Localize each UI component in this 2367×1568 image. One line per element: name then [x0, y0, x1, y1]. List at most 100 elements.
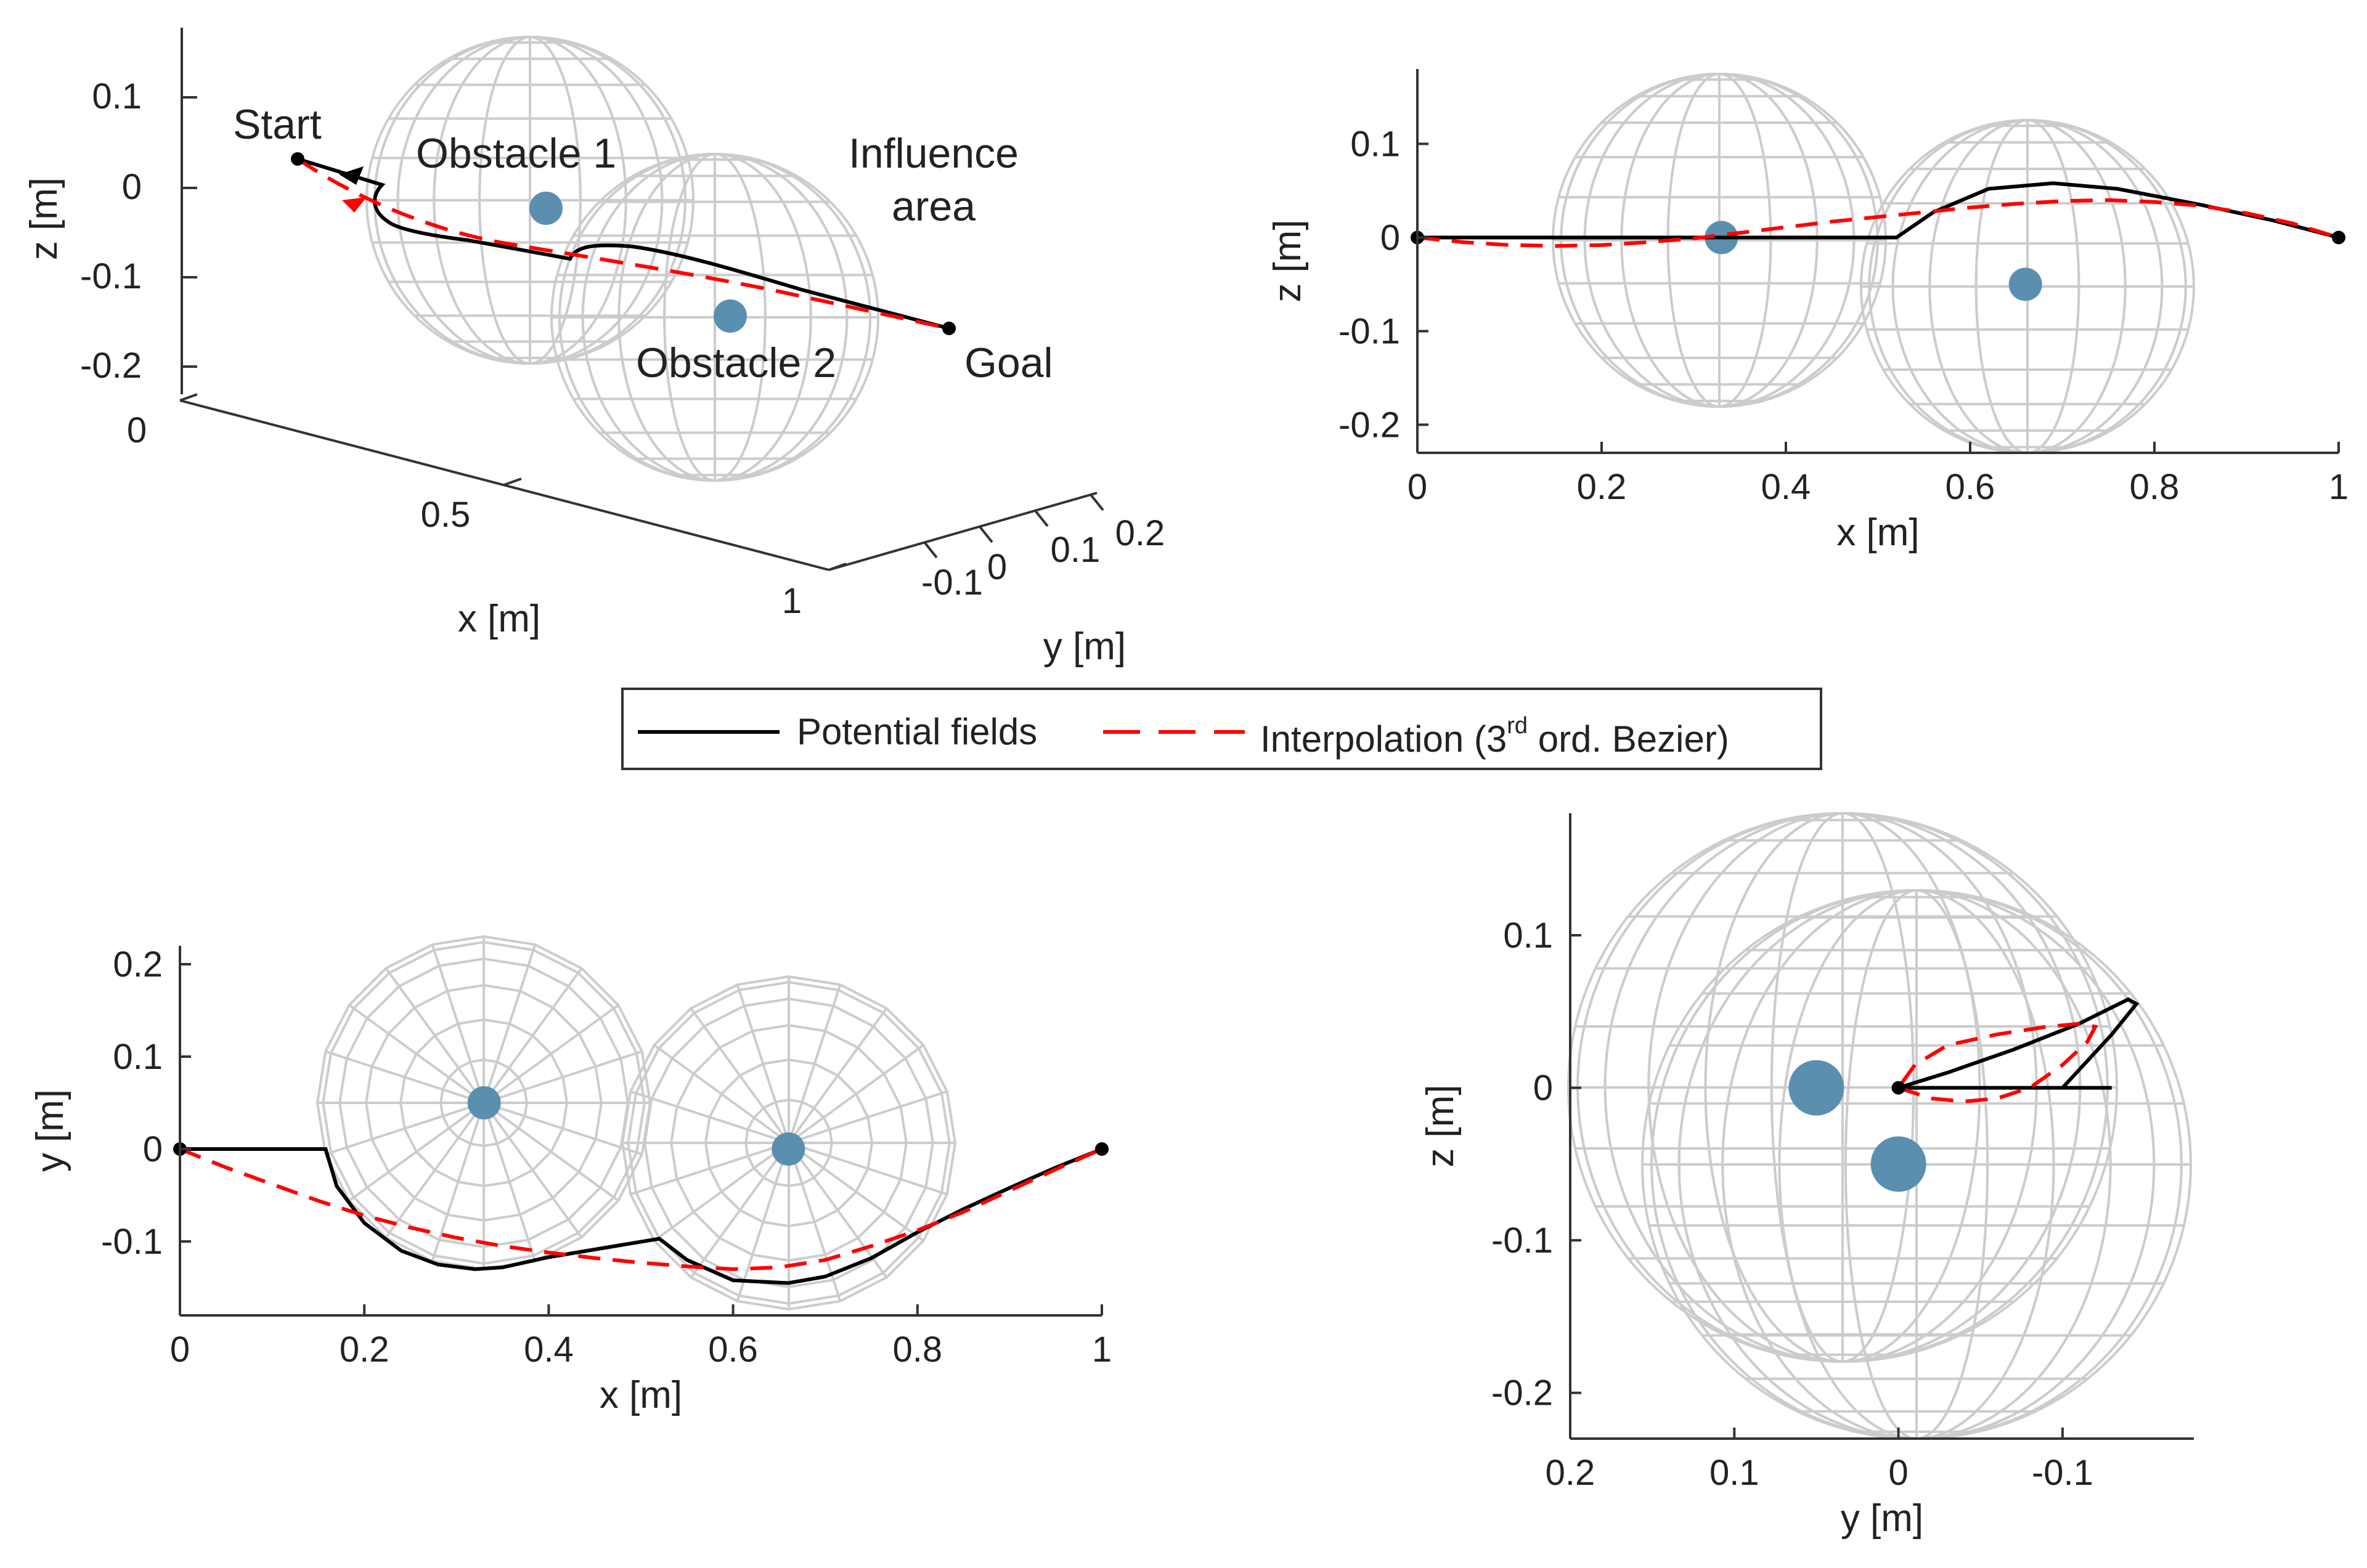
sphere-spoke: [736, 984, 790, 1144]
p1-x-tick-1: [179, 393, 198, 402]
p2-axes: 0 0.2 0.4 0.6 0.8 1 0.1 0 -0.1 -0.2 x [m] z [m]: [1266, 69, 2349, 554]
sphere-spoke: [788, 1142, 888, 1278]
p1-y-tick-1: [923, 541, 938, 559]
y-tick-label: 0: [1380, 218, 1400, 258]
p1-x-label: x [m]: [458, 598, 540, 640]
p1-y-tick-label-2: 0: [987, 547, 1007, 587]
p1-z-tick-label-2: 0: [122, 167, 142, 207]
p1-z-tick-label-4: -0.2: [80, 346, 142, 386]
sphere-spoke: [385, 1102, 485, 1238]
x-tick-label: 0.8: [2130, 467, 2180, 507]
p1-z-label: z [m]: [23, 177, 65, 260]
sphere-spoke: [483, 1050, 643, 1104]
p1-y-label: y [m]: [1043, 625, 1126, 668]
sphere-spoke: [653, 1142, 790, 1242]
p1-obstacle-1: [529, 192, 563, 225]
panel-xz: 0 0.2 0.4 0.6 0.8 1 0.1 0 -0.1 -0.2 x [m] z [m]: [1266, 69, 2349, 554]
panel-3d: 0.1 0 -0.1 -0.2 z [m] 0 0.5 1 x [m] -0.1…: [23, 28, 1165, 668]
sphere-spoke: [348, 1004, 485, 1104]
sphere-spoke: [348, 1102, 485, 1202]
sphere-spoke: [385, 967, 485, 1104]
p1-obstacle-2-label: Obstacle 2: [636, 339, 836, 386]
p4-obstacles: [1788, 1060, 1926, 1192]
y-tick-label: 0: [1533, 1068, 1553, 1108]
sphere-spoke: [788, 984, 842, 1144]
p1-x-tick-2: [503, 477, 522, 486]
p1-y-tick-2: [979, 526, 993, 543]
sphere-spoke: [483, 1102, 619, 1202]
sphere-spoke: [483, 1102, 583, 1238]
p3-spheres: [316, 935, 957, 1311]
obstacle-marker: [1870, 1136, 1926, 1192]
start-marker: [1891, 1081, 1905, 1095]
y-tick-label: -0.2: [1491, 1373, 1553, 1413]
sphere-spoke: [483, 967, 583, 1104]
p1-y-tick-3: [1034, 510, 1049, 527]
p1-goal-label: Goal: [964, 339, 1053, 386]
x-axis-label: x [m]: [600, 1374, 682, 1416]
y-tick-label: -0.1: [101, 1222, 163, 1262]
sphere-spoke: [736, 1142, 790, 1302]
x-tick-label: 0.4: [1761, 467, 1811, 507]
potential-fields-line: [1897, 997, 2140, 1090]
x-tick-label: 0.2: [1577, 467, 1627, 507]
sphere-spoke: [653, 1044, 790, 1144]
p1-x-tick-label-1: 0: [127, 410, 147, 450]
p3-series: [173, 1142, 1109, 1285]
sphere-spoke: [630, 1142, 789, 1196]
y-tick-label: -0.1: [1338, 311, 1400, 351]
p1-y-tick-label-4: 0.2: [1115, 513, 1165, 553]
obstacle-marker: [1788, 1060, 1844, 1116]
p1-y-axis: [828, 492, 1098, 571]
x-tick-label: 0.8: [892, 1330, 942, 1370]
x-tick-label: 1: [1092, 1330, 1112, 1370]
y-tick-label: 0.1: [1350, 124, 1400, 165]
x-tick-label: 0.6: [1945, 467, 1995, 507]
p1-y-tick-label-1: -0.1: [921, 563, 983, 603]
sphere-meridian: [1560, 73, 1879, 408]
sphere-spoke: [788, 1142, 948, 1196]
p1-y-tick-4: [1090, 494, 1104, 511]
p2-series: [1411, 181, 2345, 248]
sphere-spoke: [431, 944, 485, 1103]
p1-influence-label: Influence: [849, 130, 1019, 177]
sphere-spoke: [788, 1007, 888, 1144]
obstacle-marker: [2008, 267, 2042, 301]
panel-yz: 0.2 0.1 0 -0.1 0.1 0 -0.1 -0.2 y [m] z [m]: [1419, 812, 2194, 1540]
x-axis-label: x [m]: [1836, 511, 1919, 554]
p3-obstacles: [467, 1086, 805, 1166]
p1-area-label: area: [892, 183, 976, 230]
sphere-spoke: [630, 1090, 789, 1144]
legend-interp-post: ord. Bezier): [1528, 718, 1729, 760]
x-tick-label: 0.2: [1546, 1453, 1595, 1493]
p4-spheres: [1567, 812, 2192, 1440]
legend-interp-sup: rd: [1507, 713, 1528, 739]
p1-x-tick-label-3: 1: [782, 581, 802, 621]
x-tick-label: 0.1: [1709, 1453, 1759, 1493]
p1-interp-path: [296, 157, 950, 330]
panel-xy: 0 0.2 0.4 0.6 0.8 1 0.2 0.1 0 -0.1 x [m] y [m]: [29, 935, 1112, 1416]
p3-axes: 0 0.2 0.4 0.6 0.8 1 0.2 0.1 0 -0.1 x [m] y [m]: [29, 944, 1112, 1416]
x-tick-label: 0: [1408, 467, 1427, 507]
p1-influence-sphere-1: [365, 36, 695, 365]
p1-goal-marker: [942, 322, 956, 335]
sphere-spoke: [690, 1142, 790, 1278]
y-tick-label: 0: [143, 1129, 163, 1169]
p4-series: [1891, 997, 2140, 1103]
p1-start-marker: [291, 152, 304, 166]
sphere-meridian: [558, 153, 872, 482]
p2-obstacles: [1705, 221, 2042, 301]
p1-y-tick-label-3: 0.1: [1051, 530, 1101, 570]
p1-start-arrow-potential: [339, 166, 364, 185]
obstacle-marker: [467, 1086, 501, 1119]
y-axis-label: y [m]: [29, 1089, 71, 1172]
x-axis-label: y [m]: [1841, 1497, 1923, 1540]
p1-obstacle-2: [714, 299, 747, 333]
interpolation-line: [1897, 1022, 2098, 1103]
sphere-spoke: [483, 1004, 619, 1104]
y-tick-label: -0.2: [1338, 405, 1400, 445]
sphere-spoke: [483, 1102, 643, 1156]
p1-obstacle-1-label: Obstacle 1: [416, 130, 616, 177]
sphere-spoke: [325, 1102, 484, 1156]
